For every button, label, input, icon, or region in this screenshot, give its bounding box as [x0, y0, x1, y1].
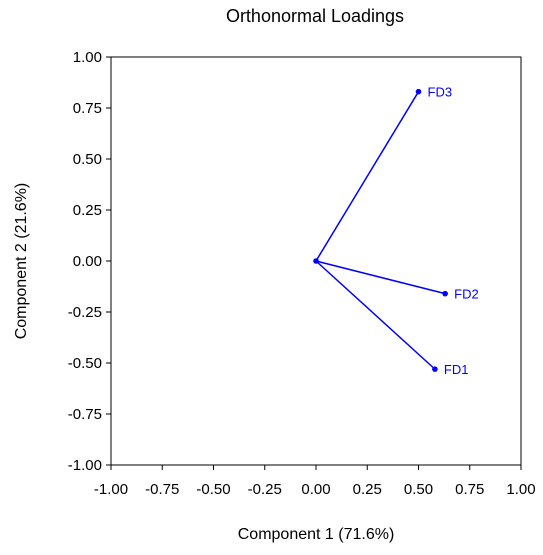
loading-point-fd2	[442, 290, 448, 297]
x-tick-label: 0.75	[455, 481, 484, 498]
y-tick-label: 0.75	[73, 100, 102, 117]
chart-title: Orthonormal Loadings	[226, 6, 404, 26]
y-tick-label: -0.75	[68, 406, 102, 423]
loading-point-fd1	[432, 366, 438, 372]
loading-point-fd3	[415, 88, 422, 95]
x-tick-label: 0.25	[353, 481, 382, 498]
y-tick-label: -0.25	[68, 304, 102, 321]
origin-point	[313, 258, 319, 264]
x-axis-title: Component 1 (71.6%)	[238, 526, 395, 543]
y-tick-label: 0.50	[73, 151, 102, 168]
y-tick-label: 1.00	[73, 49, 102, 66]
x-tick-label: -0.25	[248, 481, 282, 498]
loading-vector-fd1	[315, 260, 436, 370]
loading-vector-fd2	[315, 260, 446, 295]
x-tick-label: -0.75	[145, 481, 179, 498]
point-label-fd2: FD2	[454, 287, 479, 302]
y-tick-label: 0.25	[73, 202, 102, 219]
axis-ticks: 1.00 0.75 0.50 0.25 0.00 -0.25 -0.50 -0.75 -1.00…	[68, 49, 536, 498]
x-tick-label: 0.50	[404, 481, 433, 498]
y-tick-label: 0.00	[73, 253, 102, 270]
x-tick-label: -1.00	[94, 481, 128, 498]
x-tick-label: 0.00	[301, 481, 330, 498]
loadings-series: FD1 FD2 FD3	[313, 85, 479, 377]
y-tick-label: -1.00	[68, 457, 102, 474]
y-axis-title: Component 2 (21.6%)	[13, 183, 30, 340]
x-tick-label: -0.50	[196, 481, 230, 498]
point-label-fd3: FD3	[428, 85, 453, 100]
x-tick-label: 1.00	[506, 481, 535, 498]
point-label-fd1: FD1	[444, 362, 469, 377]
loading-vector-fd3	[315, 91, 420, 262]
y-tick-label: -0.50	[68, 355, 102, 372]
